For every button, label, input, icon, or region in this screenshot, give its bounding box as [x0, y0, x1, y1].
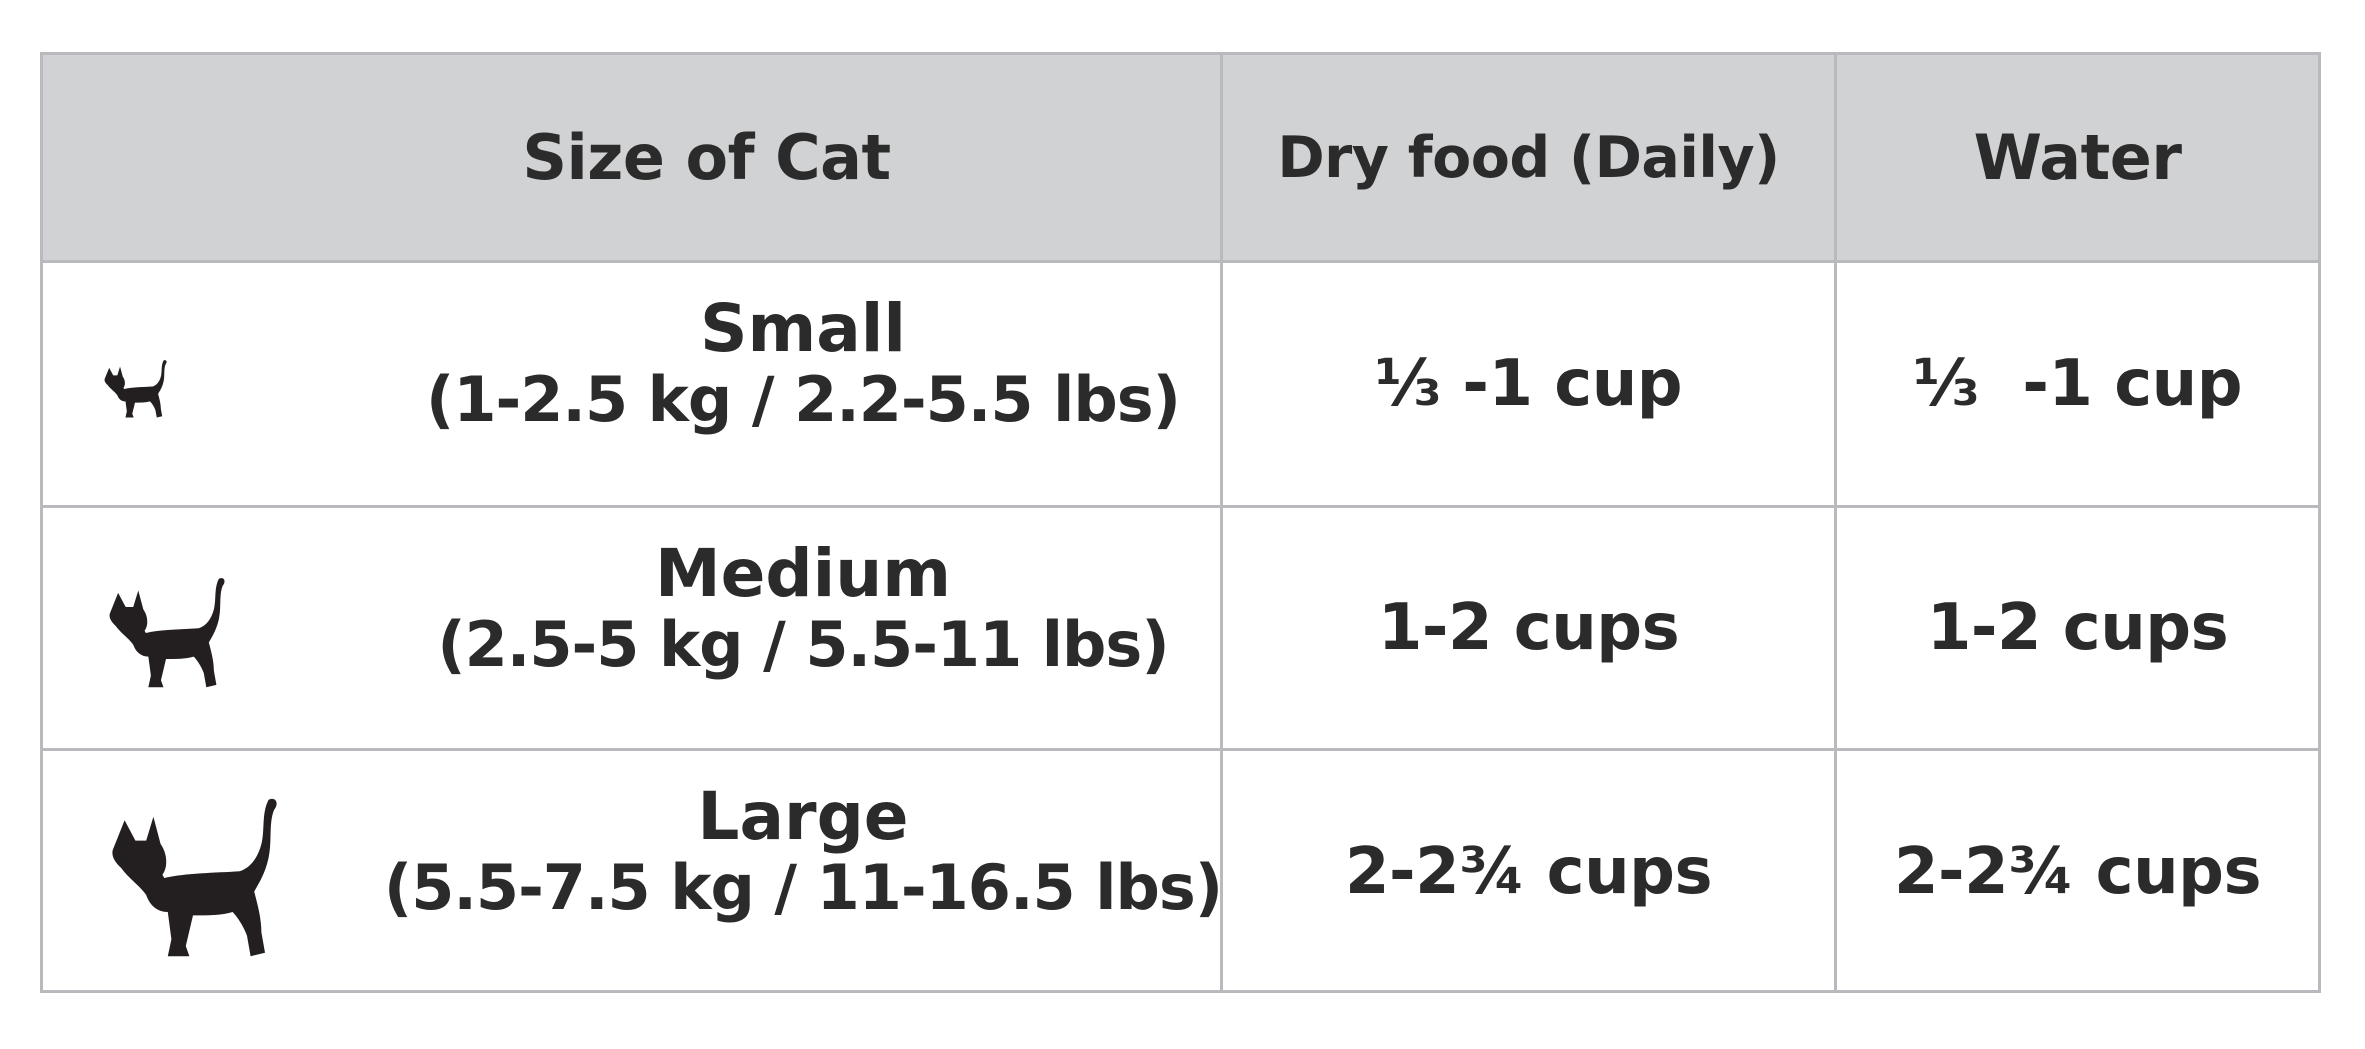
- table-row: Medium (2.5-5 kg / 5.5-11 lbs): [43, 508, 1220, 748]
- table-row-water: 1-2 cups: [1837, 508, 2318, 748]
- table-row-water: ⅓ -1 cup: [1837, 263, 2318, 505]
- header-dry-food-cell: Dry food (Daily): [1223, 55, 1834, 260]
- table-row-dry-food: 2-2¾ cups: [1223, 751, 1834, 993]
- water-large: 2-2¾ cups: [1893, 835, 2262, 909]
- header-size-cell: Size of Cat: [43, 55, 1220, 260]
- header-water: Water: [1973, 121, 2182, 194]
- dry-food-small: ⅓ -1 cup: [1374, 347, 1683, 421]
- header-dry-food: Dry food (Daily): [1277, 124, 1780, 191]
- size-range-medium: (2.5-5 kg / 5.5-11 lbs): [437, 607, 1169, 681]
- medium-cat-silhouette-icon: [103, 574, 229, 692]
- dry-food-large: 2-2¾ cups: [1344, 835, 1713, 909]
- cat-feeding-table: Size of Cat Dry food (Daily) Water Small…: [40, 52, 2321, 993]
- table-row-dry-food: ⅓ -1 cup: [1223, 263, 1834, 505]
- small-cat-silhouette-icon: [101, 358, 169, 420]
- size-large-block: Large (5.5-7.5 kg / 11-16.5 lbs): [363, 778, 1243, 924]
- table-header-row: [43, 55, 2318, 263]
- row-divider: [43, 748, 2318, 751]
- table-row-dry-food: 1-2 cups: [1223, 508, 1834, 748]
- size-name-medium: Medium: [654, 535, 952, 612]
- water-medium: 1-2 cups: [1926, 591, 2229, 665]
- size-name-large: Large: [697, 778, 909, 855]
- column-divider: [1220, 55, 1223, 990]
- table-row: Small (1-2.5 kg / 2.2-5.5 lbs): [43, 263, 1220, 505]
- table-row: Large (5.5-7.5 kg / 11-16.5 lbs): [43, 751, 1223, 993]
- size-medium-block: Medium (2.5-5 kg / 5.5-11 lbs): [363, 535, 1243, 681]
- size-range-small: (1-2.5 kg / 2.2-5.5 lbs): [426, 362, 1181, 436]
- column-divider: [1834, 55, 1837, 990]
- header-size-of-cat: Size of Cat: [522, 121, 891, 194]
- table-row-water: 2-2¾ cups: [1837, 751, 2318, 993]
- size-range-large: (5.5-7.5 kg / 11-16.5 lbs): [383, 850, 1223, 924]
- dry-food-medium: 1-2 cups: [1377, 591, 1680, 665]
- header-water-cell: Water: [1837, 55, 2318, 260]
- size-small-block: Small (1-2.5 kg / 2.2-5.5 lbs): [363, 290, 1243, 436]
- row-divider: [43, 505, 2318, 508]
- water-small: ⅓ -1 cup: [1913, 347, 2243, 421]
- size-name-small: Small: [699, 290, 907, 367]
- large-cat-silhouette-icon: [103, 793, 283, 963]
